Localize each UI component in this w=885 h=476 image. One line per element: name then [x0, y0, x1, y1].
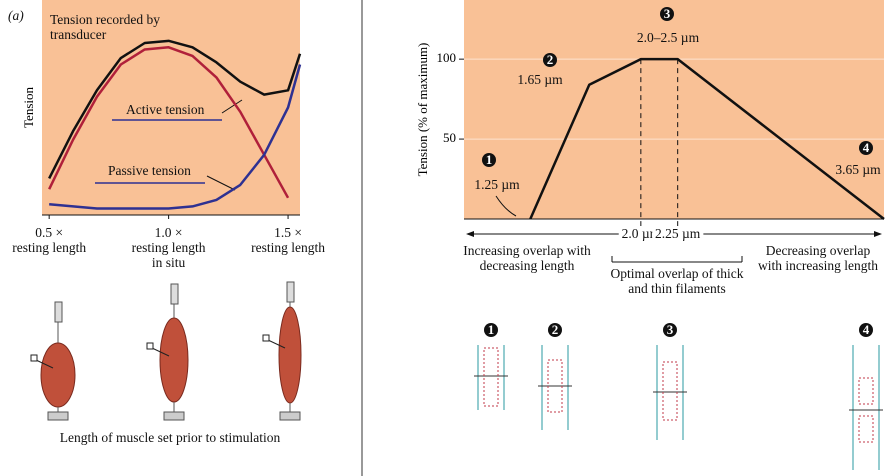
y-tick-label: 100 — [437, 50, 457, 65]
bracket — [612, 256, 742, 262]
caption: Length of muscle set prior to stimulatio… — [60, 430, 280, 445]
x-tick-label: 1.0 × resting length in situ — [132, 225, 206, 270]
step-marker-label: 1 — [488, 322, 495, 337]
sarcomere-diagrams — [474, 345, 883, 470]
legend-label: Passive tension — [108, 163, 191, 178]
annotation: Optimal overlap of thick and thin filame… — [607, 266, 747, 296]
annotation: Decreasing overlap with increasing lengt… — [753, 243, 883, 273]
annotation: Increasing overlap with decreasing lengt… — [462, 243, 592, 273]
point-label: 1.25 µm — [474, 177, 519, 192]
step-marker-label: 3 — [664, 6, 671, 21]
step-marker-label: 4 — [863, 322, 870, 337]
step-marker-label: 2 — [552, 322, 559, 337]
legend-label: Active tension — [126, 102, 204, 117]
x-tick-label: 1.5 × resting length — [251, 225, 325, 255]
point-label: 3.65 µm — [835, 162, 880, 177]
step-marker-label: 4 — [863, 140, 870, 155]
step-marker-label: 1 — [486, 152, 493, 167]
y-axis-label: Tension — [21, 87, 36, 128]
muscle-illustrations — [31, 282, 301, 420]
figure-label: (a) — [8, 8, 24, 23]
point-label: 1.65 µm — [517, 72, 562, 87]
y-axis-label: Tension (% of maximum) — [415, 43, 430, 177]
x-tick-label: 2.25 µm — [652, 226, 703, 241]
point-label: 2.0–2.5 µm — [637, 30, 699, 45]
x-tick-label: 0.5 × resting length — [12, 225, 86, 255]
figure: Tension 50 100 Tension (% of maximum) 1 1 2 2 3 3… — [0, 0, 885, 476]
step-marker-label: 3 — [667, 322, 674, 337]
y-tick-label: 50 — [443, 130, 456, 145]
legend-label: Tension recorded by transducer — [50, 12, 185, 42]
step-marker-label: 2 — [547, 52, 554, 67]
